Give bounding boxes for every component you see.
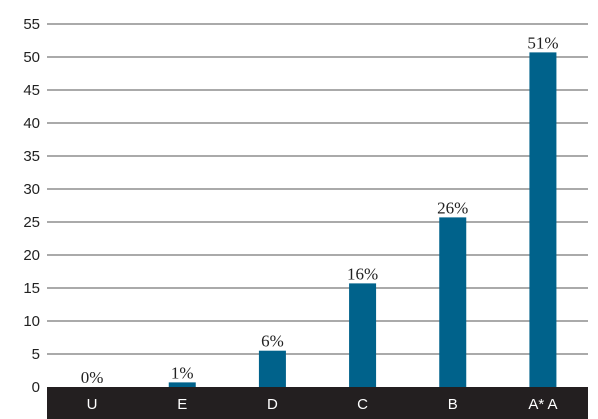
bars xyxy=(168,52,557,387)
y-tick-label: 5 xyxy=(32,346,40,363)
data-labels: 0% 1% 6% 16% 26% 51% xyxy=(81,33,559,387)
y-tick-label: 50 xyxy=(23,49,40,66)
y-tick-label: 20 xyxy=(23,247,40,264)
y-tick-label: 45 xyxy=(23,82,40,99)
y-tick-label: 30 xyxy=(23,181,40,198)
x-axis-category-labels: U E D C B A* A xyxy=(87,396,558,413)
category-label: C xyxy=(357,396,368,413)
data-label: 1% xyxy=(171,363,194,382)
gridlines xyxy=(47,23,588,355)
category-axis-band xyxy=(47,387,588,419)
bar-e xyxy=(168,382,196,387)
category-label: B xyxy=(448,396,458,413)
category-label: D xyxy=(267,396,278,413)
data-label: 51% xyxy=(527,33,558,52)
data-label: 0% xyxy=(81,368,104,387)
data-label: 26% xyxy=(437,198,468,217)
y-tick-label: 55 xyxy=(23,16,40,33)
y-tick-label: 40 xyxy=(23,115,40,132)
y-tick-label: 35 xyxy=(23,148,40,165)
data-label: 6% xyxy=(261,332,284,351)
y-tick-label: 15 xyxy=(23,280,40,297)
bar-a-a xyxy=(529,52,557,387)
data-label: 16% xyxy=(347,264,378,283)
y-tick-label: 0 xyxy=(32,379,40,396)
category-label: E xyxy=(177,396,187,413)
category-label: U xyxy=(87,396,98,413)
category-label: A* A xyxy=(528,396,557,413)
y-tick-label: 10 xyxy=(23,313,40,330)
y-axis-tick-labels: 0 5 10 15 20 25 30 35 40 45 50 55 xyxy=(23,16,40,396)
bar-b xyxy=(439,217,467,387)
y-tick-label: 25 xyxy=(23,214,40,231)
bar-c xyxy=(349,283,377,387)
bar-d xyxy=(258,350,286,387)
